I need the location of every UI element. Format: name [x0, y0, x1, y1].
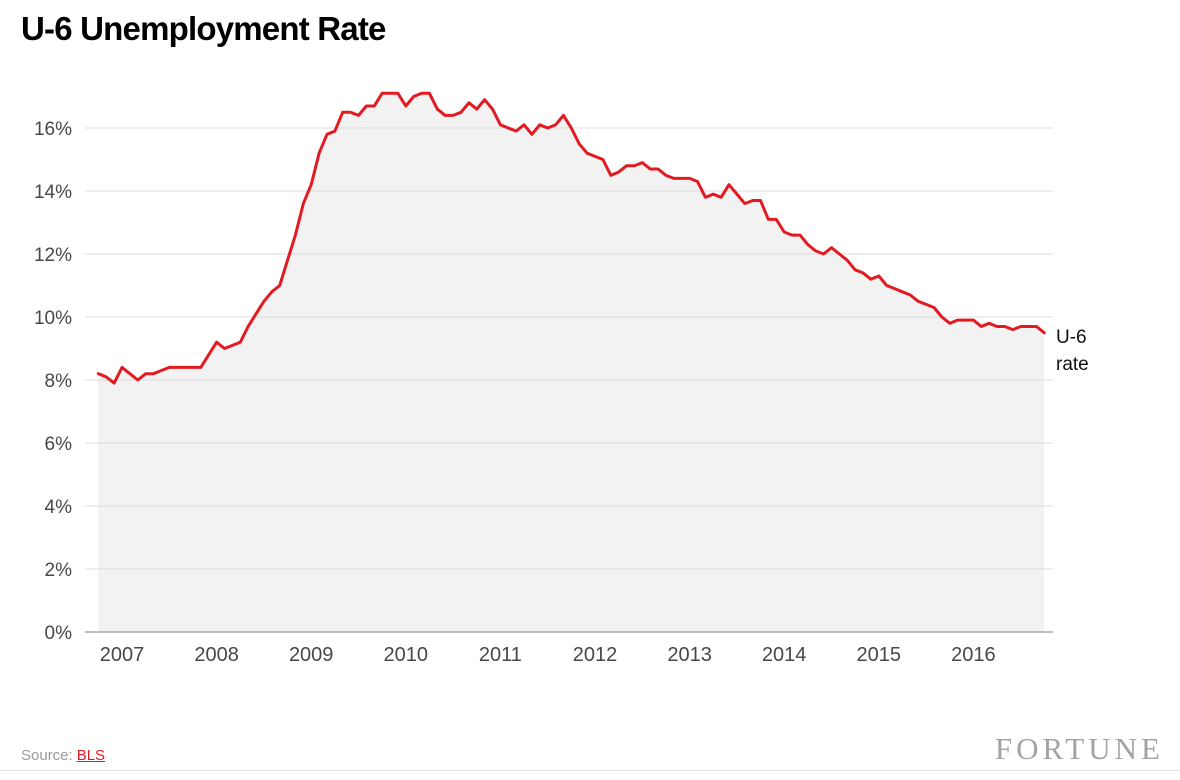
y-tick-label: 14%	[34, 182, 72, 203]
bottom-divider	[0, 770, 1180, 771]
y-tick-label: 4%	[45, 497, 73, 518]
x-tick-label: 2009	[289, 644, 334, 666]
x-tick-label: 2016	[951, 644, 996, 666]
x-tick-label: 2010	[384, 644, 429, 666]
y-tick-label: 8%	[45, 371, 73, 392]
y-tick-label: 16%	[34, 119, 72, 140]
x-tick-label: 2014	[762, 644, 807, 666]
source-link-bls[interactable]: BLS	[76, 747, 106, 764]
u6-line	[96, 91, 1046, 385]
u6-area-fill	[98, 93, 1045, 633]
series-end-label: U-6 rate	[1056, 327, 1089, 375]
page-title: U-6 Unemployment Rate	[21, 10, 386, 47]
x-tick-label: 2015	[857, 644, 902, 666]
y-tick-label: 6%	[45, 434, 73, 455]
x-tick-label: 2007	[100, 644, 145, 666]
y-tick-label: 0%	[45, 623, 73, 644]
x-tick-label: 2008	[194, 644, 239, 666]
fortune-logo: FORTUNE	[994, 731, 1164, 766]
y-tick-label: 10%	[34, 308, 72, 329]
source-line: Source: BLS	[21, 747, 105, 764]
y-tick-label: 12%	[34, 245, 72, 266]
x-tick-label: 2013	[667, 644, 712, 666]
x-tick-label: 2011	[479, 644, 522, 666]
y-tick-label: 2%	[45, 560, 73, 581]
x-tick-label: 2012	[573, 644, 618, 666]
source-label: Source:	[21, 747, 73, 764]
